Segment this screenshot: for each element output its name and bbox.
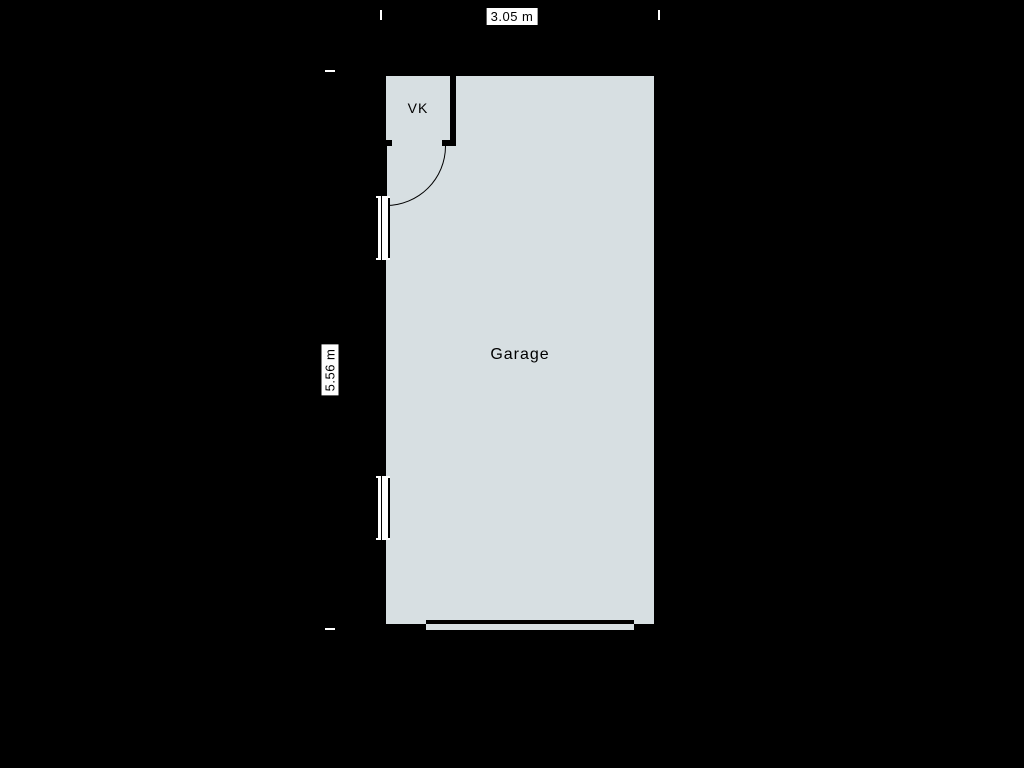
window-left-2 (376, 476, 390, 540)
dim-top-tick-right (658, 10, 660, 20)
room-vk: VK (386, 76, 456, 146)
dim-height-label: 5.56 m (322, 345, 339, 396)
dim-left-tick-bottom (325, 628, 335, 630)
window-left-1-glazing (378, 198, 388, 258)
window-left-2-frame (381, 476, 382, 540)
building-outline: VK Garage (380, 70, 660, 630)
room-vk-label: VK (386, 100, 450, 116)
door-arc (386, 146, 446, 206)
dim-top-tick-left (380, 10, 382, 20)
floorplan-canvas: 3.05 m 5.56 m VK Garage (0, 0, 1024, 768)
dim-width-label: 3.05 m (487, 8, 538, 25)
room-garage-label: Garage (386, 346, 654, 364)
window-left-2-glazing (378, 478, 388, 538)
dim-left-tick-top (325, 70, 335, 72)
garage-door-wall-cut (426, 624, 634, 630)
window-left-1-frame (381, 196, 382, 260)
window-left-1 (376, 196, 390, 260)
